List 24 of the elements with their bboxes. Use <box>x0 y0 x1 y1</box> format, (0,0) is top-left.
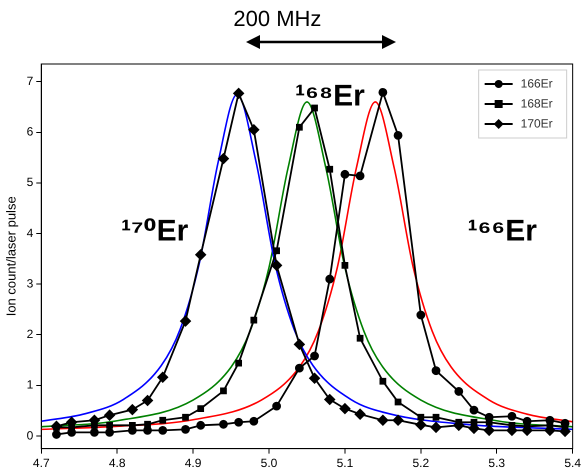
x-tick-label: 4.7 <box>32 456 50 470</box>
x-tick-label: 4.8 <box>108 456 126 470</box>
y-tick-label: 0 <box>26 428 34 442</box>
y-tick-label: 2 <box>26 327 34 342</box>
y-tick-label: 6 <box>26 124 34 139</box>
annotation: ¹⁶⁸Er <box>295 79 366 112</box>
x-tick-label: 4.9 <box>184 456 202 470</box>
y-tick-label: 3 <box>26 276 34 290</box>
y-tick-label: 7 <box>26 74 34 88</box>
annotation: ¹⁷⁰Er <box>121 214 189 248</box>
legend-label: 166Er <box>520 76 553 90</box>
annotation: ¹⁶⁶Er <box>468 214 538 248</box>
y-tick-label: 5 <box>26 175 34 190</box>
text: 200 MHz <box>233 6 322 32</box>
legend-label: 170Er <box>520 116 553 130</box>
x-tick-label: 5.3 <box>488 456 506 470</box>
y-axis-title: Ion count/laser pulse <box>3 196 18 316</box>
y-tick-label: 4 <box>26 226 34 240</box>
legend-label: 168Er <box>520 96 553 110</box>
y-tick-label: 1 <box>26 378 34 392</box>
x-tick-label: 5.0 <box>260 456 278 470</box>
x-tick-label: 5.1 <box>336 456 354 470</box>
x-tick-label: 5.4 <box>564 456 582 470</box>
x-tick-label: 5.2 <box>412 456 430 470</box>
